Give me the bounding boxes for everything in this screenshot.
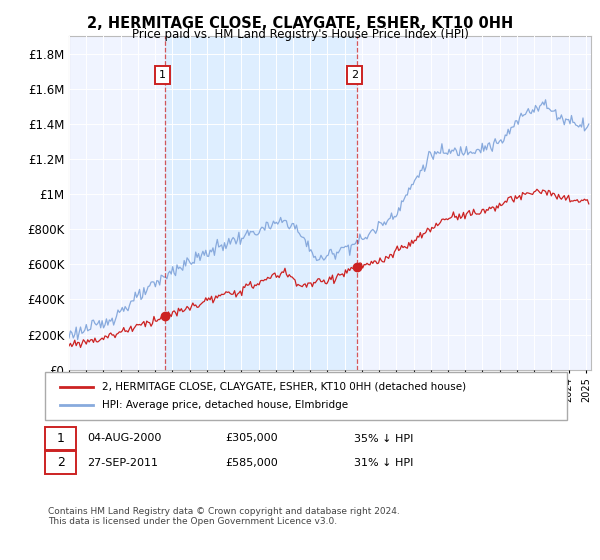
- Text: 31% ↓ HPI: 31% ↓ HPI: [354, 458, 413, 468]
- Text: 1: 1: [56, 432, 65, 445]
- Text: 2: 2: [56, 456, 65, 469]
- Text: £585,000: £585,000: [225, 458, 278, 468]
- Text: 2: 2: [351, 70, 358, 80]
- Text: 04-AUG-2000: 04-AUG-2000: [87, 433, 161, 444]
- Text: £305,000: £305,000: [225, 433, 278, 444]
- Bar: [165, 36, 357, 370]
- Text: 27-SEP-2011: 27-SEP-2011: [87, 458, 158, 468]
- Text: Price paid vs. HM Land Registry's House Price Index (HPI): Price paid vs. HM Land Registry's House …: [131, 28, 469, 41]
- Text: 2, HERMITAGE CLOSE, CLAYGATE, ESHER, KT10 0HH: 2, HERMITAGE CLOSE, CLAYGATE, ESHER, KT1…: [87, 16, 513, 31]
- Text: 1: 1: [159, 70, 166, 80]
- Text: Contains HM Land Registry data © Crown copyright and database right 2024.
This d: Contains HM Land Registry data © Crown c…: [48, 507, 400, 526]
- Text: 35% ↓ HPI: 35% ↓ HPI: [354, 433, 413, 444]
- Text: HPI: Average price, detached house, Elmbridge: HPI: Average price, detached house, Elmb…: [102, 400, 348, 410]
- Text: 2, HERMITAGE CLOSE, CLAYGATE, ESHER, KT10 0HH (detached house): 2, HERMITAGE CLOSE, CLAYGATE, ESHER, KT1…: [102, 382, 466, 392]
